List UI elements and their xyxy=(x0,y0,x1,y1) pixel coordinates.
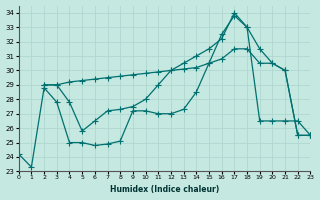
X-axis label: Humidex (Indice chaleur): Humidex (Indice chaleur) xyxy=(110,185,219,194)
